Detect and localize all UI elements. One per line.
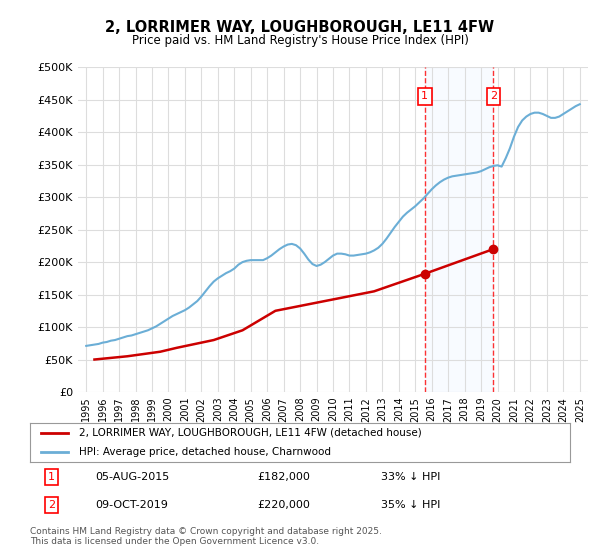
- Text: 2, LORRIMER WAY, LOUGHBOROUGH, LE11 4FW: 2, LORRIMER WAY, LOUGHBOROUGH, LE11 4FW: [106, 20, 494, 35]
- Text: 2: 2: [490, 91, 497, 101]
- Text: 33% ↓ HPI: 33% ↓ HPI: [381, 472, 440, 482]
- Text: £220,000: £220,000: [257, 500, 310, 510]
- Text: 05-AUG-2015: 05-AUG-2015: [95, 472, 169, 482]
- Bar: [425, 67, 493, 392]
- Text: Price paid vs. HM Land Registry's House Price Index (HPI): Price paid vs. HM Land Registry's House …: [131, 34, 469, 46]
- Text: HPI: Average price, detached house, Charnwood: HPI: Average price, detached house, Char…: [79, 447, 331, 457]
- Text: £182,000: £182,000: [257, 472, 310, 482]
- Text: 1: 1: [48, 472, 55, 482]
- Text: 1: 1: [421, 91, 428, 101]
- Text: 09-OCT-2019: 09-OCT-2019: [95, 500, 167, 510]
- Text: 2, LORRIMER WAY, LOUGHBOROUGH, LE11 4FW (detached house): 2, LORRIMER WAY, LOUGHBOROUGH, LE11 4FW …: [79, 428, 421, 437]
- Text: 35% ↓ HPI: 35% ↓ HPI: [381, 500, 440, 510]
- Text: Contains HM Land Registry data © Crown copyright and database right 2025.
This d: Contains HM Land Registry data © Crown c…: [30, 526, 382, 546]
- Text: 2: 2: [48, 500, 55, 510]
